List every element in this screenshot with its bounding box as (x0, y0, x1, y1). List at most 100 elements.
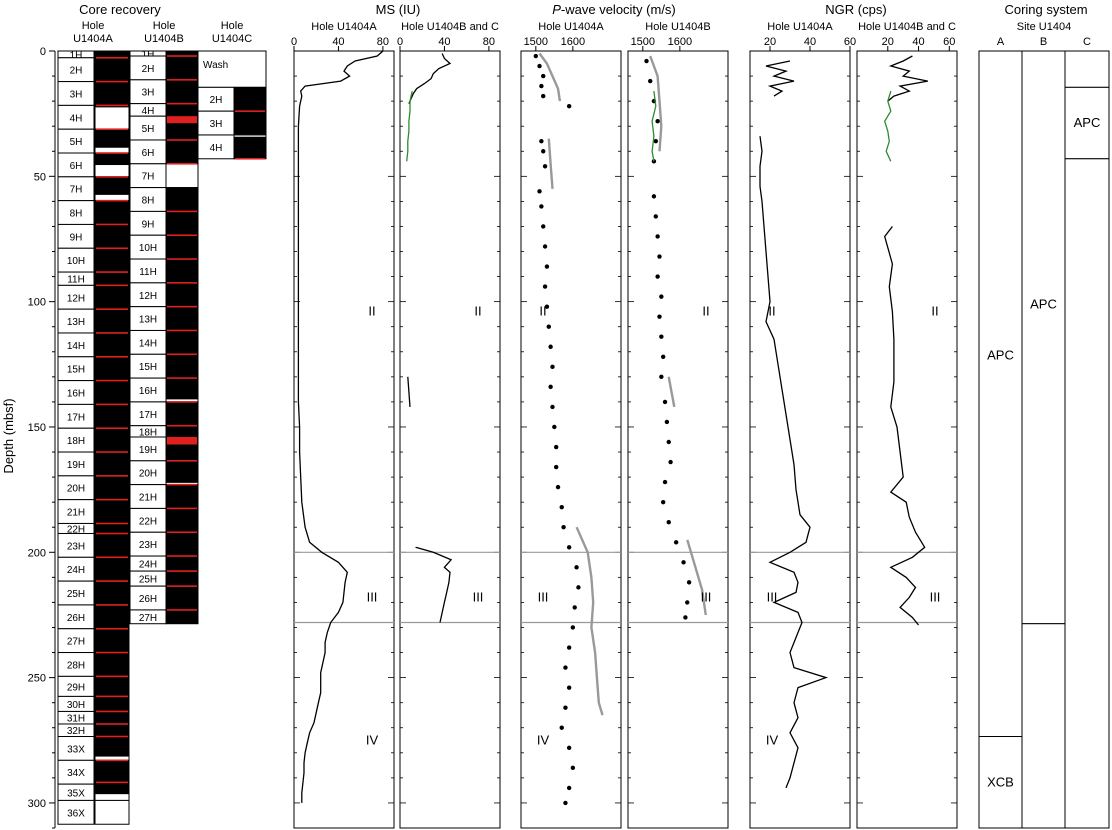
coring-segment (978, 736, 1023, 829)
core-break-mark (167, 401, 197, 403)
core-label: 25H (67, 589, 85, 600)
core-break-mark (167, 79, 197, 81)
core-label: 5H (142, 124, 155, 135)
series-line (759, 136, 829, 789)
core-interval-box (57, 799, 95, 825)
recovered-core-block (95, 272, 129, 286)
core-break-mark (96, 675, 128, 678)
core-label: 4H (142, 106, 155, 117)
recovered-core-block (234, 87, 266, 112)
data-point (533, 53, 539, 59)
core-break-mark (96, 379, 128, 382)
red-interval-block (167, 116, 197, 124)
core-label: 2H (142, 64, 155, 75)
recovered-core-block (166, 187, 198, 212)
core-break-mark (96, 332, 128, 334)
core-label: 5H (70, 137, 83, 148)
recovered-core-block (166, 354, 198, 379)
recovered-core-block (166, 586, 198, 610)
lith-unit-label: II (702, 304, 709, 319)
depth-tick-label: 150 (28, 422, 46, 434)
core-break-mark (96, 498, 128, 501)
recovered-core-block (166, 401, 198, 426)
data-point (662, 399, 668, 405)
core-label: 1H (70, 50, 83, 61)
red-interval-block (167, 436, 197, 445)
recovered-core-block (95, 652, 129, 677)
recovered-core-block (95, 581, 129, 605)
recovered-core-block (95, 533, 129, 558)
data-point (655, 118, 660, 124)
recovered-core-block (95, 428, 129, 453)
core-break-mark (96, 556, 128, 559)
x-tick-label: 1500 (524, 36, 548, 48)
core-label: 27H (67, 637, 85, 648)
recovered-core-block (166, 484, 198, 509)
recovered-core-block (166, 139, 198, 164)
recovered-core-block (166, 532, 198, 557)
core-break-mark (96, 735, 128, 738)
lith-unit-label: III (701, 589, 712, 604)
data-point (552, 424, 557, 430)
data-point (673, 540, 679, 545)
core-break-mark (167, 555, 197, 557)
series-line (408, 53, 452, 104)
core-label: 3H (70, 89, 83, 100)
core-label: 11H (67, 275, 85, 286)
core-label: 10H (67, 256, 85, 267)
core-label: 15H (139, 362, 157, 373)
x-tick-label: 1500 (631, 36, 655, 48)
recovered-core-block (166, 51, 198, 57)
recovered-core-block (166, 211, 198, 236)
core-label: 31H (67, 714, 85, 725)
coring-system-panel: Site U1404 A APC XCB B APC C APC (978, 21, 1110, 829)
recovered-core-block (95, 224, 129, 249)
depth-tick-label: 250 (28, 673, 46, 685)
recovered-core-block (95, 380, 129, 405)
core-label: 32H (67, 726, 85, 737)
core-break-mark (167, 102, 197, 105)
recovered-core-block (166, 378, 198, 400)
core-label: 16H (67, 389, 85, 400)
coring-segment (1064, 86, 1110, 160)
recovered-core-block (95, 523, 129, 534)
core-label: 14H (139, 338, 157, 349)
recovered-core-block (166, 609, 198, 624)
data-point (659, 294, 664, 299)
lith-unit-label: II (931, 304, 938, 319)
core-label: 12H (67, 293, 85, 304)
recovered-core-block (95, 248, 129, 273)
core-label: 30H (67, 700, 85, 711)
core-break-mark (96, 199, 128, 202)
recovered-core-block (95, 356, 129, 381)
core-label: 25H (139, 575, 157, 586)
panel-subtitle: Hole U1404B and C (858, 21, 956, 33)
data-point (686, 580, 692, 585)
core-break-mark (96, 580, 128, 582)
recovered-core-block (166, 56, 198, 80)
core-label: 28H (67, 660, 85, 671)
data-point (576, 585, 581, 590)
data-point (566, 545, 572, 550)
core-label: 7H (142, 172, 155, 183)
core-break-mark (96, 403, 128, 406)
core-hole-name-line2: U1404C (212, 33, 252, 45)
lith-unit-label: III (538, 589, 549, 604)
core-break-mark (235, 110, 265, 112)
series-line (415, 546, 453, 623)
core-break-mark (96, 128, 128, 131)
data-point (542, 284, 548, 289)
data-point (550, 364, 555, 370)
recovered-core-block (166, 282, 198, 307)
recovered-core-block (95, 404, 129, 429)
recovered-core-block (95, 452, 129, 476)
data-point (566, 103, 572, 109)
core-label: 21H (67, 508, 85, 519)
core-break-mark (96, 427, 128, 430)
core-break-mark (96, 223, 128, 226)
data-point (550, 404, 555, 410)
lith-unit-label: III (930, 589, 941, 604)
data-point (563, 800, 568, 806)
